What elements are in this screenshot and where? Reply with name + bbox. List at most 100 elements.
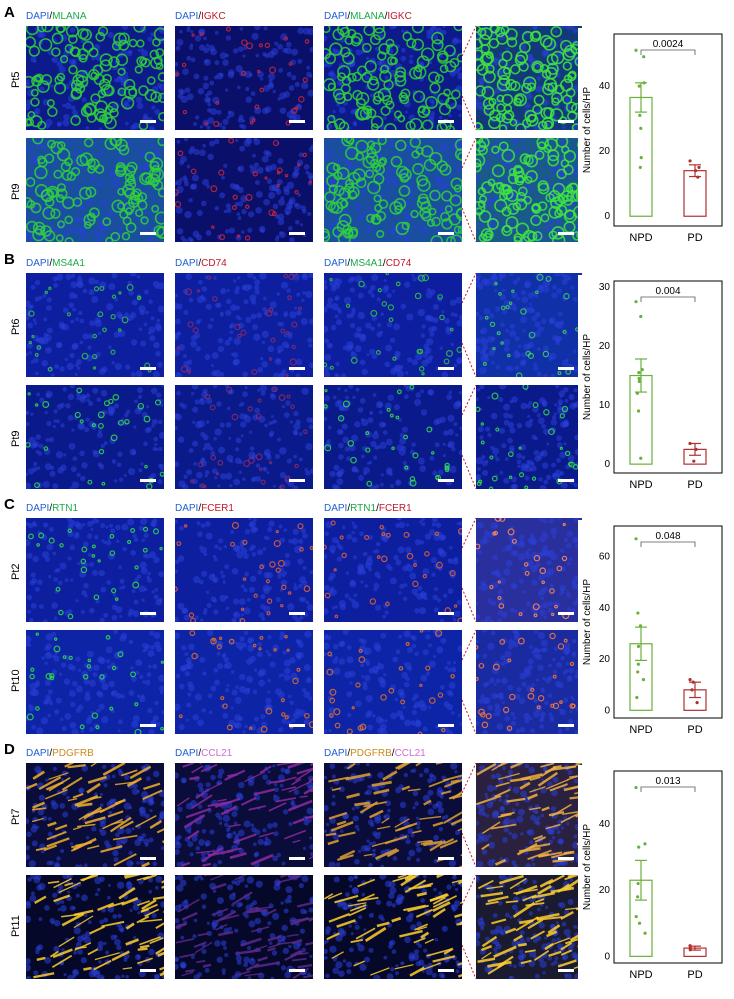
- channel-name: PDGFRB: [52, 748, 94, 759]
- micrograph-tile: [26, 763, 164, 867]
- scale-bar: [558, 120, 574, 123]
- channel-name: CD74: [385, 258, 412, 269]
- channel-name: DAPI: [26, 11, 50, 22]
- patient-label: Pt9: [10, 430, 22, 447]
- scale-bar: [558, 724, 574, 727]
- bar-chart: 0 20 40 Number of cells/HP NPD PD 0.013: [578, 765, 728, 983]
- y-tick-label: 10: [599, 400, 611, 411]
- x-tick-label: PD: [687, 969, 702, 981]
- scale-bar: [140, 367, 156, 370]
- scale-bar: [438, 857, 454, 860]
- micrograph-tile: [26, 518, 164, 622]
- scale-bar: [438, 367, 454, 370]
- y-tick-label: 20: [599, 654, 611, 665]
- micrograph-tile: [324, 630, 462, 734]
- micrograph-tile: [324, 518, 462, 622]
- y-tick-label: 20: [599, 885, 611, 896]
- data-point: [688, 948, 692, 952]
- data-point: [695, 701, 699, 705]
- scale-bar: [438, 612, 454, 615]
- data-point: [635, 391, 639, 395]
- channel-name: IGKC: [201, 11, 226, 22]
- scale-bar: [289, 367, 305, 370]
- zoom-connector: [462, 385, 477, 489]
- data-point: [636, 881, 640, 886]
- x-tick-label: NPD: [629, 724, 652, 736]
- channel-header: DAPI/PDGFRB/CCL21: [324, 748, 426, 759]
- micrograph-tile: [324, 138, 462, 242]
- micrograph-tile: [324, 875, 462, 979]
- data-point: [638, 113, 642, 117]
- channel-header: DAPI/CCL21: [175, 748, 232, 759]
- micrograph-tile: [476, 630, 582, 734]
- channel-header: DAPI/RTN1: [26, 503, 78, 514]
- panel-letter: B: [4, 251, 15, 268]
- data-point: [697, 165, 701, 170]
- data-point: [634, 785, 638, 790]
- channel-name: /: [49, 503, 53, 514]
- channel-name: /: [376, 503, 379, 514]
- scale-bar: [558, 857, 574, 860]
- micrograph-tile: [175, 273, 313, 377]
- channel-name: DAPI: [175, 258, 199, 269]
- channel-header: DAPI/MS4A1/CD74: [324, 258, 411, 269]
- data-point: [636, 409, 641, 413]
- data-point: [636, 644, 641, 648]
- data-point: [693, 169, 698, 173]
- patient-label: Pt11: [10, 915, 22, 937]
- data-point: [639, 156, 643, 160]
- significance-bracket: [640, 296, 696, 302]
- channel-header: DAPI/FCER1: [175, 503, 234, 514]
- y-axis-label: Number of cells/HP: [582, 87, 593, 173]
- y-tick-label: 0: [604, 951, 610, 962]
- micrograph-tile: [476, 385, 582, 489]
- y-tick-label: 20: [599, 146, 611, 157]
- micrograph-tile: [26, 875, 164, 979]
- data-point: [638, 624, 643, 628]
- channel-name: RTN1: [52, 503, 79, 514]
- data-point: [637, 376, 641, 381]
- data-point: [634, 300, 638, 304]
- channel-name: /: [198, 11, 202, 22]
- channel-name: /: [391, 748, 395, 759]
- x-tick-label: NPD: [629, 969, 652, 981]
- scale-bar: [438, 969, 454, 972]
- micrograph-tile: [476, 273, 582, 377]
- channel-header: DAPI/MLANA: [26, 11, 87, 22]
- data-point: [639, 456, 643, 460]
- micrograph-tile: [175, 385, 313, 489]
- scale-bar: [289, 612, 305, 615]
- scale-bar: [289, 857, 305, 860]
- data-point: [639, 126, 643, 130]
- micrograph-tile: [476, 518, 582, 622]
- micrograph-tile: [324, 385, 462, 489]
- data-point: [694, 447, 698, 451]
- data-point: [636, 895, 640, 899]
- scale-bar: [140, 479, 156, 482]
- channel-header: DAPI/RTN1/FCER1: [324, 503, 412, 514]
- data-point: [634, 48, 638, 52]
- micrograph-tile: [324, 26, 462, 130]
- scale-bar: [140, 612, 156, 615]
- data-point: [635, 695, 639, 700]
- data-point: [637, 84, 641, 88]
- micrograph-tile: [476, 138, 582, 242]
- channel-header: DAPI/MLANA/IGKC: [324, 11, 412, 22]
- micrograph-tile: [324, 763, 462, 867]
- micrograph-tile: [26, 138, 164, 242]
- micrograph-tile: [476, 875, 582, 979]
- panel-letter: C: [4, 496, 15, 513]
- bar-chart: 0 20 40 Number of cells/HP NPD PD 0.0024: [578, 28, 728, 246]
- y-tick-label: 20: [599, 341, 611, 352]
- plot-frame: [613, 525, 723, 719]
- scale-bar: [558, 367, 574, 370]
- data-point: [637, 845, 641, 849]
- channel-name: /: [347, 258, 351, 269]
- data-point: [636, 670, 640, 674]
- significance-bracket: [640, 49, 696, 55]
- micrograph-tile: [26, 26, 164, 130]
- channel-name: MS4A1: [52, 258, 85, 269]
- micrograph-tile: [175, 630, 313, 734]
- y-tick-label: 0: [604, 459, 610, 470]
- data-point: [692, 459, 696, 463]
